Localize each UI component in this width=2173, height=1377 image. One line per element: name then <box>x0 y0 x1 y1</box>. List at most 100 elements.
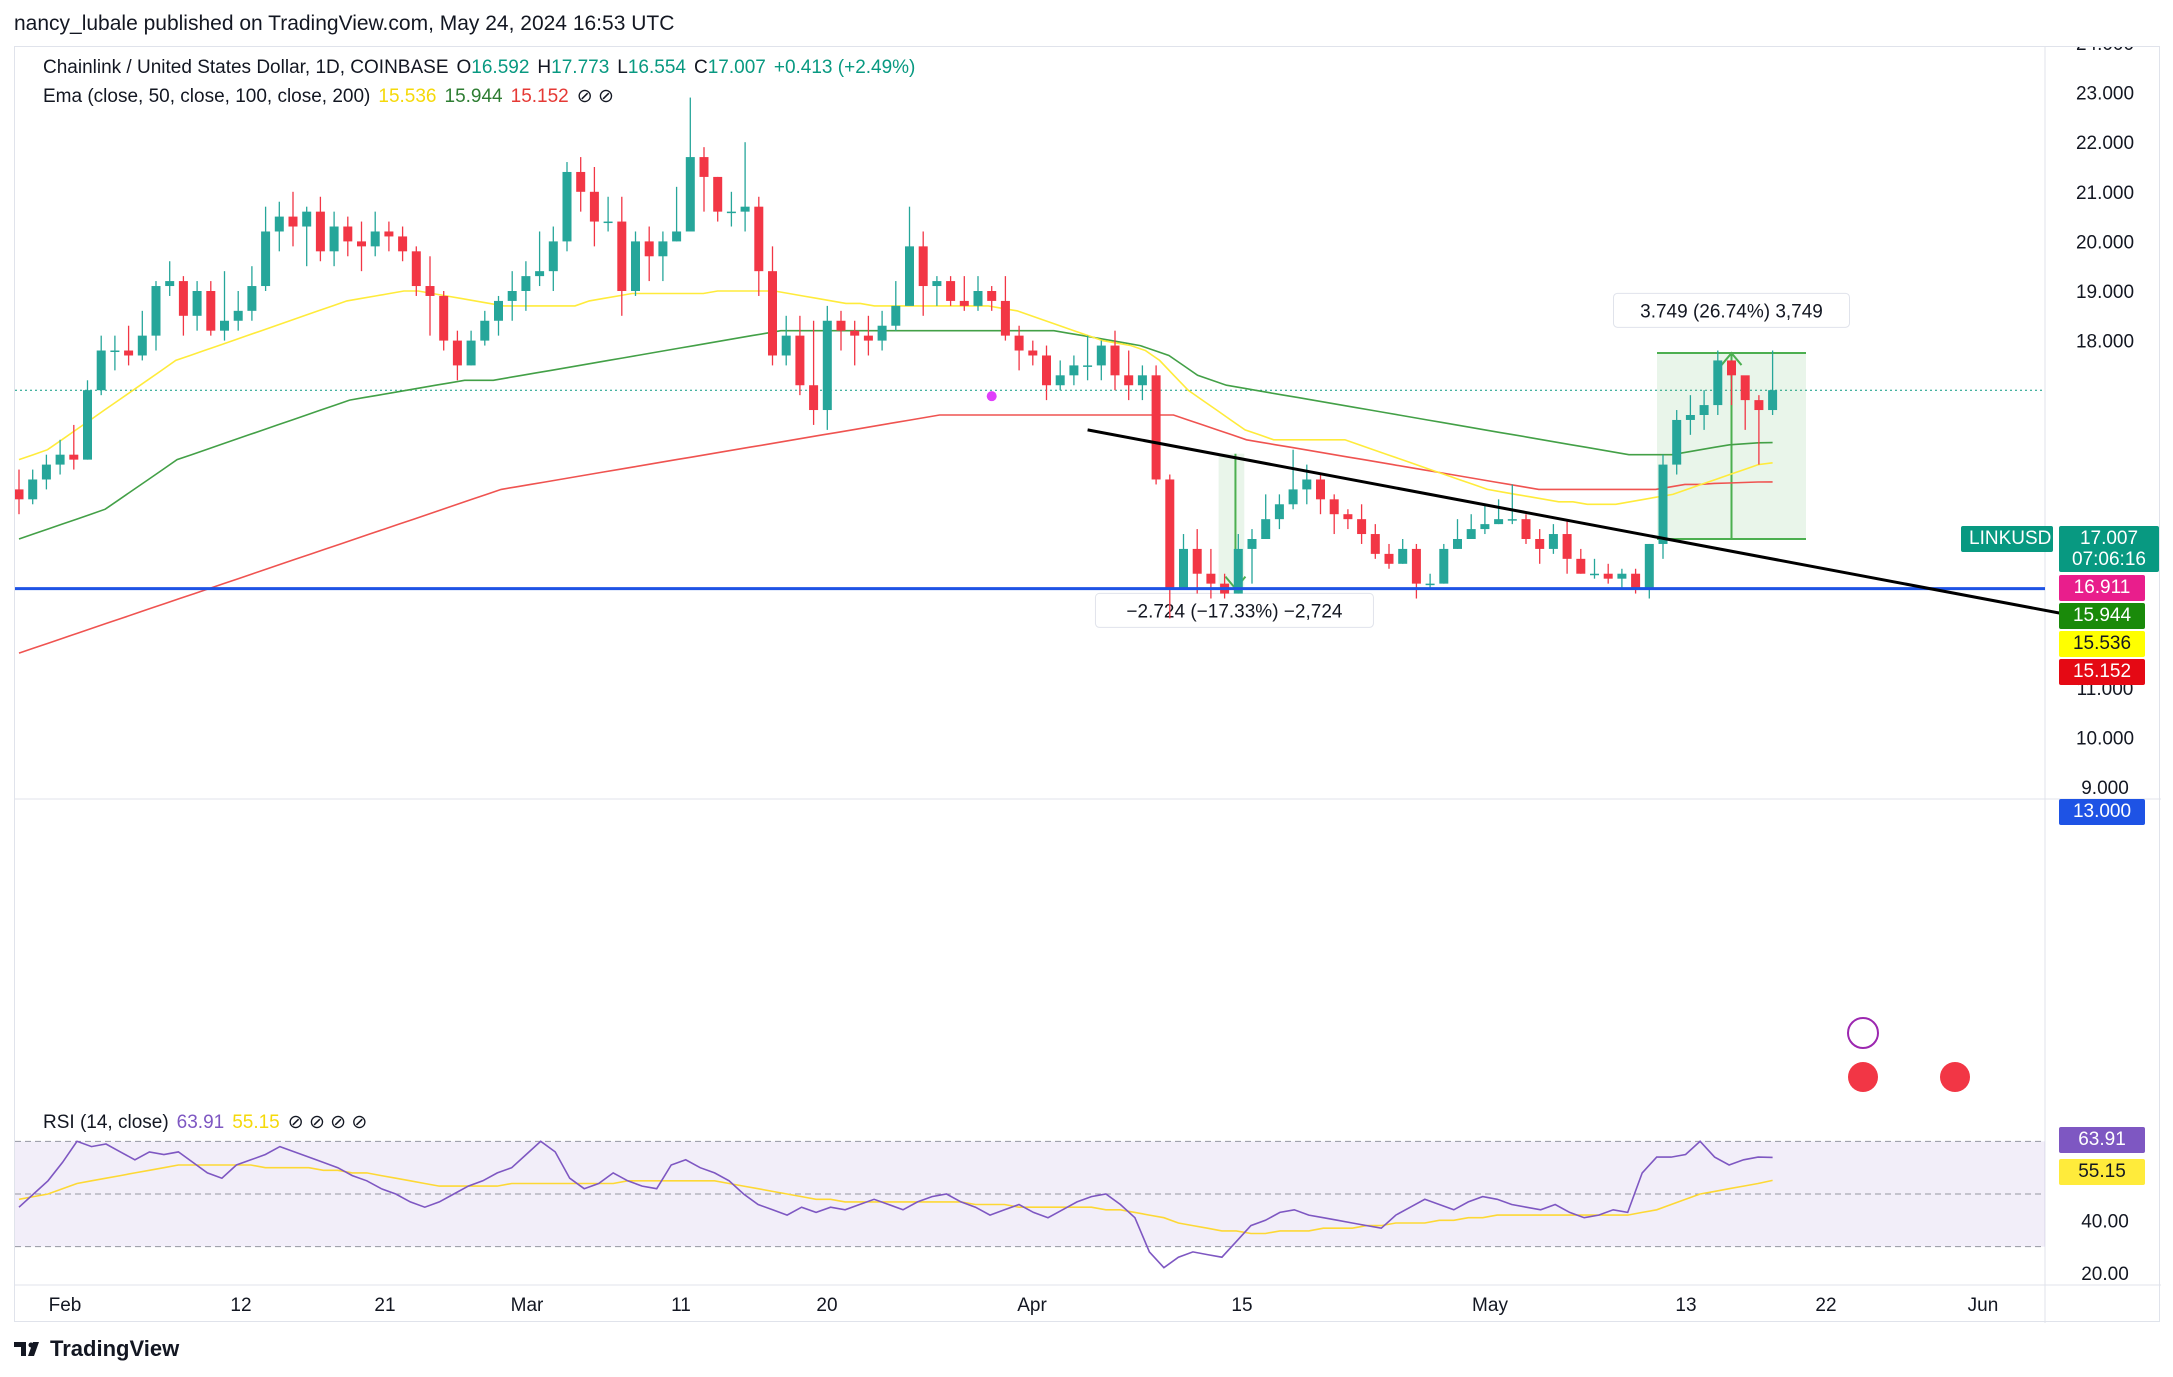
candle-body <box>55 454 65 465</box>
symbol-badge: LINKUSD <box>1961 526 2053 552</box>
measure-down-label: −2.724 (−17.33%) −2,724 <box>1126 601 1342 622</box>
candle-body <box>905 246 914 306</box>
candle-body <box>370 231 380 247</box>
candle-body <box>1562 534 1572 559</box>
candle-body <box>576 171 586 192</box>
us-flag-icon <box>1940 1062 1970 1092</box>
candle-body <box>178 281 188 316</box>
main-chart-svg[interactable]: 24.000 23.000 22.000 21.000 20.000 19.000 18.0… <box>15 47 2161 1323</box>
candle-body <box>96 350 106 391</box>
legend-high: 17.773 <box>551 57 610 78</box>
measure-up-label: 3.749 (26.74%) 3,749 <box>1640 301 1823 322</box>
legend-c-label: C <box>693 57 708 78</box>
rsi-eye-icon[interactable]: ⊘ ⊘ ⊘ ⊘ <box>287 1112 368 1133</box>
x-tick-label: Mar <box>511 1295 544 1316</box>
trendline <box>1087 428 2088 620</box>
candle-body <box>1014 335 1024 351</box>
eye-icon[interactable]: ⊘ ⊘ <box>576 86 614 107</box>
candle-body <box>466 340 476 366</box>
candle-body <box>699 157 709 177</box>
chart-frame: 24.000 23.000 22.000 21.000 20.000 19.000 18.0… <box>14 46 2161 1323</box>
event-lightning-icon <box>1847 1017 1879 1049</box>
candle-body <box>836 320 846 331</box>
candle-body <box>672 231 682 242</box>
candle-body <box>1370 534 1380 554</box>
candle-body <box>1165 479 1175 589</box>
x-tick-label: Jun <box>1968 1295 1999 1316</box>
measure-up-label-box <box>1613 292 1850 328</box>
candle-body <box>384 231 394 237</box>
last-price-badge: 17.007 07:06:16 <box>2059 526 2159 572</box>
candle-body <box>740 206 750 212</box>
candle-body <box>1548 534 1558 549</box>
x-tick-label: Apr <box>1017 1295 1047 1316</box>
ema200-line <box>18 414 1773 654</box>
rsi-ma-badge: 55.15 <box>2059 1159 2145 1185</box>
candle-body <box>1453 539 1462 549</box>
x-tick-label: 13 <box>1675 1295 1696 1316</box>
candle-body <box>261 231 271 287</box>
candle-body <box>781 335 791 356</box>
candle-body <box>1329 499 1339 515</box>
candle-body <box>1425 583 1435 586</box>
x-tick-label: Feb <box>49 1295 82 1316</box>
candle-body <box>274 216 284 232</box>
tv-logo-icon <box>14 1342 39 1356</box>
y-tick-label: 22.000 <box>2076 133 2134 154</box>
candle-body <box>398 236 408 252</box>
legend-ema200: 15.152 <box>510 86 569 107</box>
candle-body <box>1274 504 1284 520</box>
publisher-line: nancy_lubale published on TradingView.co… <box>14 12 675 35</box>
candle-body <box>28 479 38 500</box>
candle-body <box>15 489 24 500</box>
candle-body <box>1576 558 1586 574</box>
tradingview-logo[interactable]: TradingView <box>14 1336 179 1362</box>
candle-body <box>1603 573 1613 579</box>
legend-symbol-row: Chainlink / United States Dollar, 1D, CO… <box>43 57 923 79</box>
candle-body <box>357 241 366 247</box>
candle-body <box>1124 375 1134 386</box>
last-price: 17.007 <box>2079 528 2139 549</box>
candle-body <box>1631 573 1641 589</box>
ema100-badge: 15.944 <box>2059 603 2145 629</box>
rsi-ma-line <box>18 1164 1773 1235</box>
candle-body <box>548 241 558 272</box>
candle-body <box>343 226 353 242</box>
candle-body <box>1192 548 1202 574</box>
candle-body <box>1507 519 1517 521</box>
candle-body <box>41 464 51 480</box>
candle-body <box>247 286 257 311</box>
candle-body <box>603 221 613 224</box>
candle-body <box>726 211 736 214</box>
candle-body <box>946 281 956 301</box>
candle-body <box>863 335 873 341</box>
legend-low: 16.554 <box>627 57 686 78</box>
us-flag-icon <box>1848 1062 1878 1092</box>
candle-body <box>1288 489 1298 505</box>
candle-body <box>877 325 887 341</box>
y-tick-label: 21.000 <box>2076 183 2134 204</box>
ema50-badge: 15.536 <box>2059 631 2145 657</box>
ema100-line <box>18 329 1773 540</box>
candle-body <box>1713 360 1723 406</box>
candle-body <box>1206 573 1216 584</box>
candle-body <box>1302 479 1312 490</box>
legend-symbol: Chainlink / United States Dollar, 1D, CO… <box>43 57 449 78</box>
candle-body <box>1411 548 1421 584</box>
rsi-tick-label: 40.00 <box>2081 1211 2129 1232</box>
ema200-badge: 15.152 <box>2059 659 2145 685</box>
candle-body <box>754 206 764 272</box>
y-tick-label: 10.000 <box>2076 728 2134 749</box>
candle-body <box>589 191 599 222</box>
legend-l-label: L <box>617 57 628 78</box>
candle-body <box>1439 548 1449 584</box>
candle-body <box>206 291 216 331</box>
candle-body <box>494 300 503 321</box>
candle-body <box>795 335 805 386</box>
candle-body <box>1233 548 1243 594</box>
candle-body <box>932 281 942 287</box>
candle-body <box>809 385 819 411</box>
candle-body <box>69 454 79 460</box>
candle-body <box>1151 375 1161 480</box>
candle-body <box>973 291 983 306</box>
